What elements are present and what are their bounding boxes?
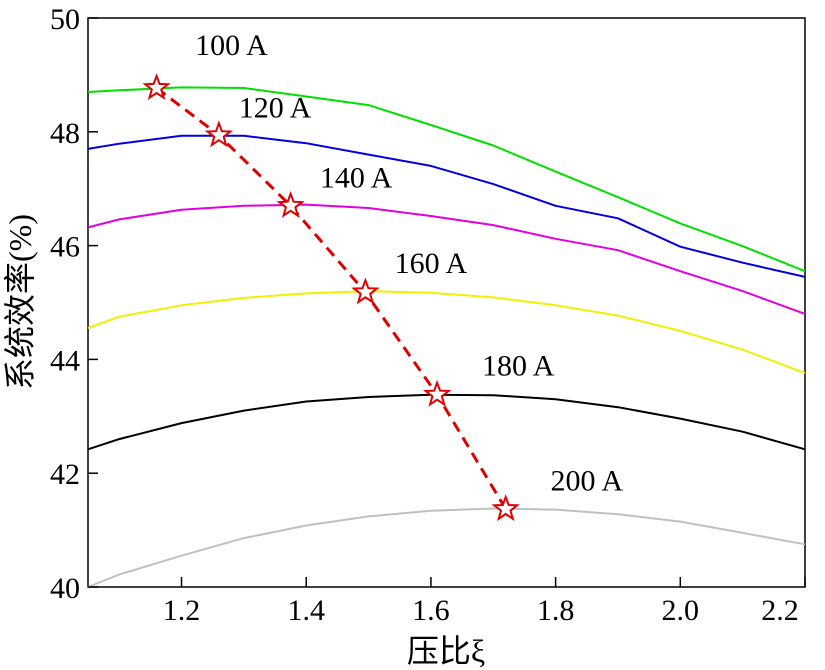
y-tick-label-3: 46 <box>50 231 80 264</box>
x-tick-label-0: 1.2 <box>163 594 201 627</box>
series-line-2 <box>87 203 806 315</box>
y-tick-label-5: 50 <box>50 3 80 36</box>
series-line-5 <box>87 507 806 588</box>
series-label-2: 140 A <box>320 162 393 195</box>
series-line-0 <box>87 86 806 273</box>
series-line-3 <box>87 290 806 375</box>
series-lines <box>87 86 806 588</box>
y-tick-label-0: 40 <box>50 572 80 605</box>
x-tick-label-1: 1.4 <box>287 594 325 627</box>
series-label-3: 160 A <box>395 247 468 280</box>
axis-ticks: 1.2 1.4 1.6 1.8 2.0 2.2 40 42 44 46 48 50 <box>50 3 806 627</box>
star-marker-1 <box>204 120 234 148</box>
series-label-5: 200 A <box>551 464 624 497</box>
series-line-4 <box>87 393 806 451</box>
x-axis-label: 压比ξ <box>407 633 485 669</box>
plot-frame <box>87 17 806 588</box>
series-label-1: 120 A <box>239 92 312 125</box>
y-tick-label-2: 44 <box>50 344 80 377</box>
star-marker-3 <box>351 277 380 305</box>
optimum-curve <box>142 73 520 522</box>
series-label-4: 180 A <box>482 349 555 382</box>
star-marker-4 <box>422 379 452 407</box>
optimum-dashed-line <box>155 86 507 510</box>
x-tick-label-4: 2.0 <box>662 594 700 627</box>
star-marker-5 <box>491 494 520 522</box>
series-line-1 <box>87 134 806 278</box>
x-tick-label-5: 2.2 <box>761 594 799 627</box>
star-marker-2 <box>276 190 305 218</box>
star-marker-0 <box>142 73 171 101</box>
y-axis-label: 系统效率(%) <box>2 214 38 390</box>
y-tick-label-4: 48 <box>50 117 80 150</box>
x-tick-label-3: 1.8 <box>537 594 575 627</box>
series-label-0: 100 A <box>195 29 268 62</box>
x-tick-label-2: 1.6 <box>412 594 450 627</box>
y-tick-label-1: 42 <box>50 458 80 491</box>
series-labels: 100 A 120 A 140 A 160 A 180 A 200 A <box>195 29 623 497</box>
